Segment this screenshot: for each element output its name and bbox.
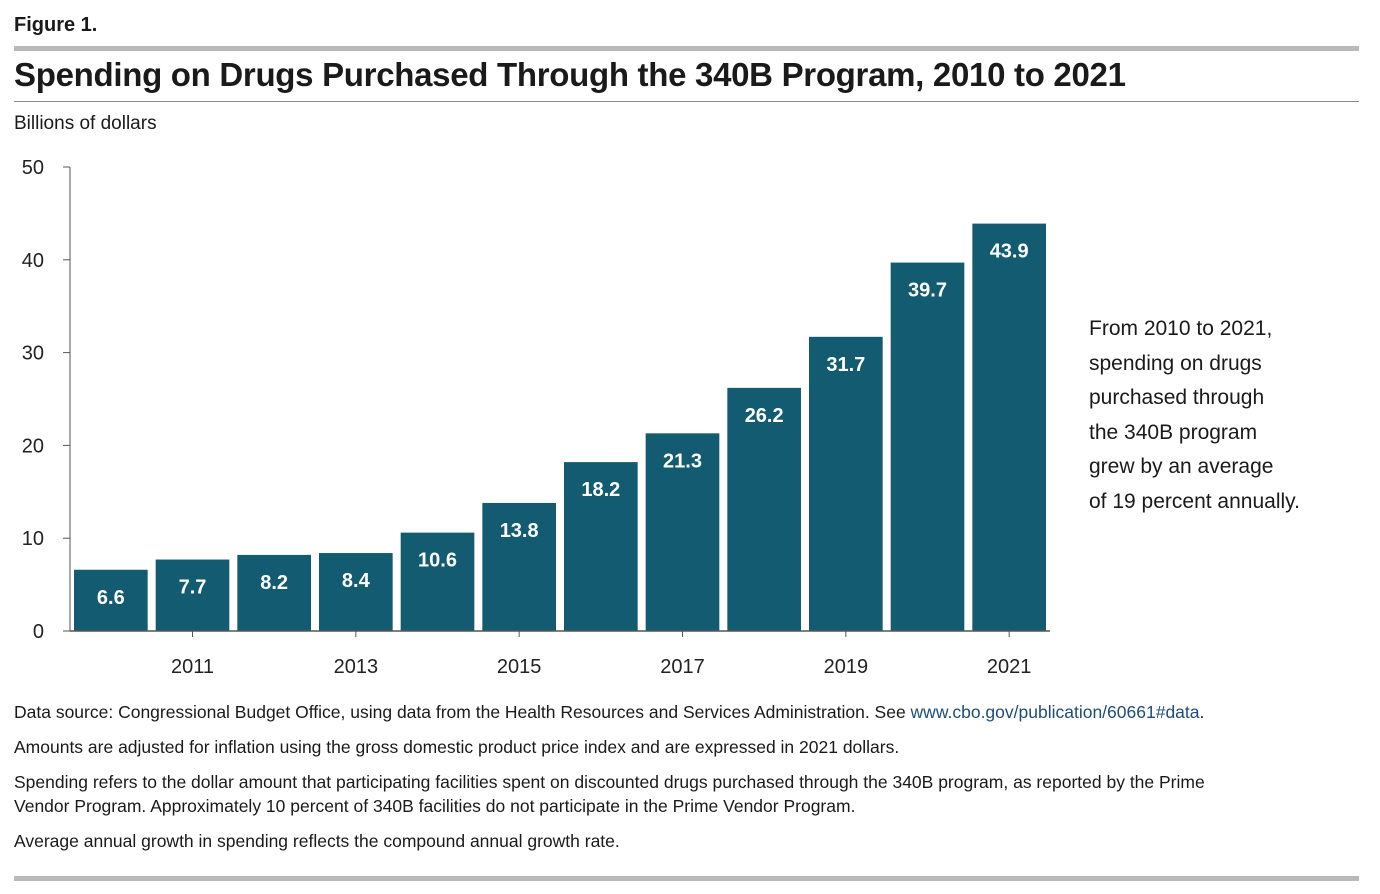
bar-2018 xyxy=(727,387,801,631)
y-tick-label: 30 xyxy=(22,343,44,365)
y-tick-label: 40 xyxy=(22,250,44,272)
x-tick-label: 2011 xyxy=(171,656,214,678)
growth-annotation: From 2010 to 2021, spending on drugs pur… xyxy=(1089,312,1339,519)
annotation-line: of 19 percent annually. xyxy=(1089,489,1300,513)
bottom-rule xyxy=(14,876,1359,881)
bar-value-label: 31.7 xyxy=(826,354,865,376)
inflation-note: Amounts are adjusted for inflation using… xyxy=(14,737,900,757)
bar-2016 xyxy=(564,462,638,631)
bar-2020 xyxy=(890,262,965,631)
data-source-note: Data source: Congressional Budget Office… xyxy=(14,702,1205,722)
bar-chart: 0 10 20 30 40 50 6.6 7.7 8.2 8.4 10.6 13.8 18.2 21.3… xyxy=(22,157,1050,678)
bars: 6.6 7.7 8.2 8.4 10.6 13.8 18.2 21.3 26.2 31.7 39.7… xyxy=(74,223,1046,631)
y-tick-label: 50 xyxy=(22,157,44,179)
annotation-line: the 340B program xyxy=(1089,420,1258,444)
annotation-line: purchased through xyxy=(1089,386,1265,409)
y-tick-label: 10 xyxy=(22,528,44,550)
bar-value-label: 18.2 xyxy=(581,479,620,501)
y-tick-label: 20 xyxy=(22,435,44,457)
bar-2013 xyxy=(319,553,393,631)
figure-label: Figure 1. xyxy=(14,14,98,36)
x-tick-label: 2021 xyxy=(987,656,1032,678)
growth-rate-note: Average annual growth in spending reflec… xyxy=(14,831,620,851)
bar-value-label: 8.4 xyxy=(342,570,371,592)
title-rule xyxy=(14,101,1359,102)
bar-2017 xyxy=(645,433,720,631)
annotation-line: spending on drugs xyxy=(1089,351,1262,375)
y-axis: 0 10 20 30 40 50 xyxy=(22,157,71,643)
bar-2015 xyxy=(482,502,556,631)
bar-2011 xyxy=(155,559,230,631)
bar-value-label: 13.8 xyxy=(500,520,539,542)
bar-2021 xyxy=(972,223,1046,631)
bar-2010 xyxy=(74,569,148,631)
bar-2012 xyxy=(237,554,311,631)
y-axis-units-label: Billions of dollars xyxy=(14,113,157,134)
x-tick-label: 2019 xyxy=(824,656,869,678)
top-rule xyxy=(14,46,1359,51)
bar-2014 xyxy=(400,532,475,631)
bar-value-label: 10.6 xyxy=(418,550,457,572)
bar-value-label: 8.2 xyxy=(260,572,288,594)
spending-definition-note: Spending refers to the dollar amount tha… xyxy=(14,772,1205,816)
notes-section: Data source: Congressional Budget Office… xyxy=(14,700,1354,864)
x-tick-label: 2017 xyxy=(660,656,705,678)
bar-value-label: 6.6 xyxy=(97,587,125,609)
annotation-line: grew by an average xyxy=(1089,455,1274,478)
chart-title: Spending on Drugs Purchased Through the … xyxy=(14,56,1126,93)
source-link[interactable]: www.cbo.gov/publication/60661#data xyxy=(910,702,1200,722)
bar-value-label: 39.7 xyxy=(908,280,947,302)
x-tick-label: 2013 xyxy=(334,656,379,678)
bar-value-label: 21.3 xyxy=(663,450,702,472)
bar-value-label: 7.7 xyxy=(179,577,207,599)
x-axis: 2011 2013 2015 2017 2019 2021 xyxy=(70,630,1050,678)
x-tick-label: 2015 xyxy=(497,656,542,678)
bar-value-label: 26.2 xyxy=(745,405,784,427)
bar-value-label: 43.9 xyxy=(990,241,1029,263)
annotation-line: From 2010 to 2021, xyxy=(1089,317,1273,340)
y-tick-label: 0 xyxy=(33,621,44,643)
bar-2019 xyxy=(809,336,883,631)
